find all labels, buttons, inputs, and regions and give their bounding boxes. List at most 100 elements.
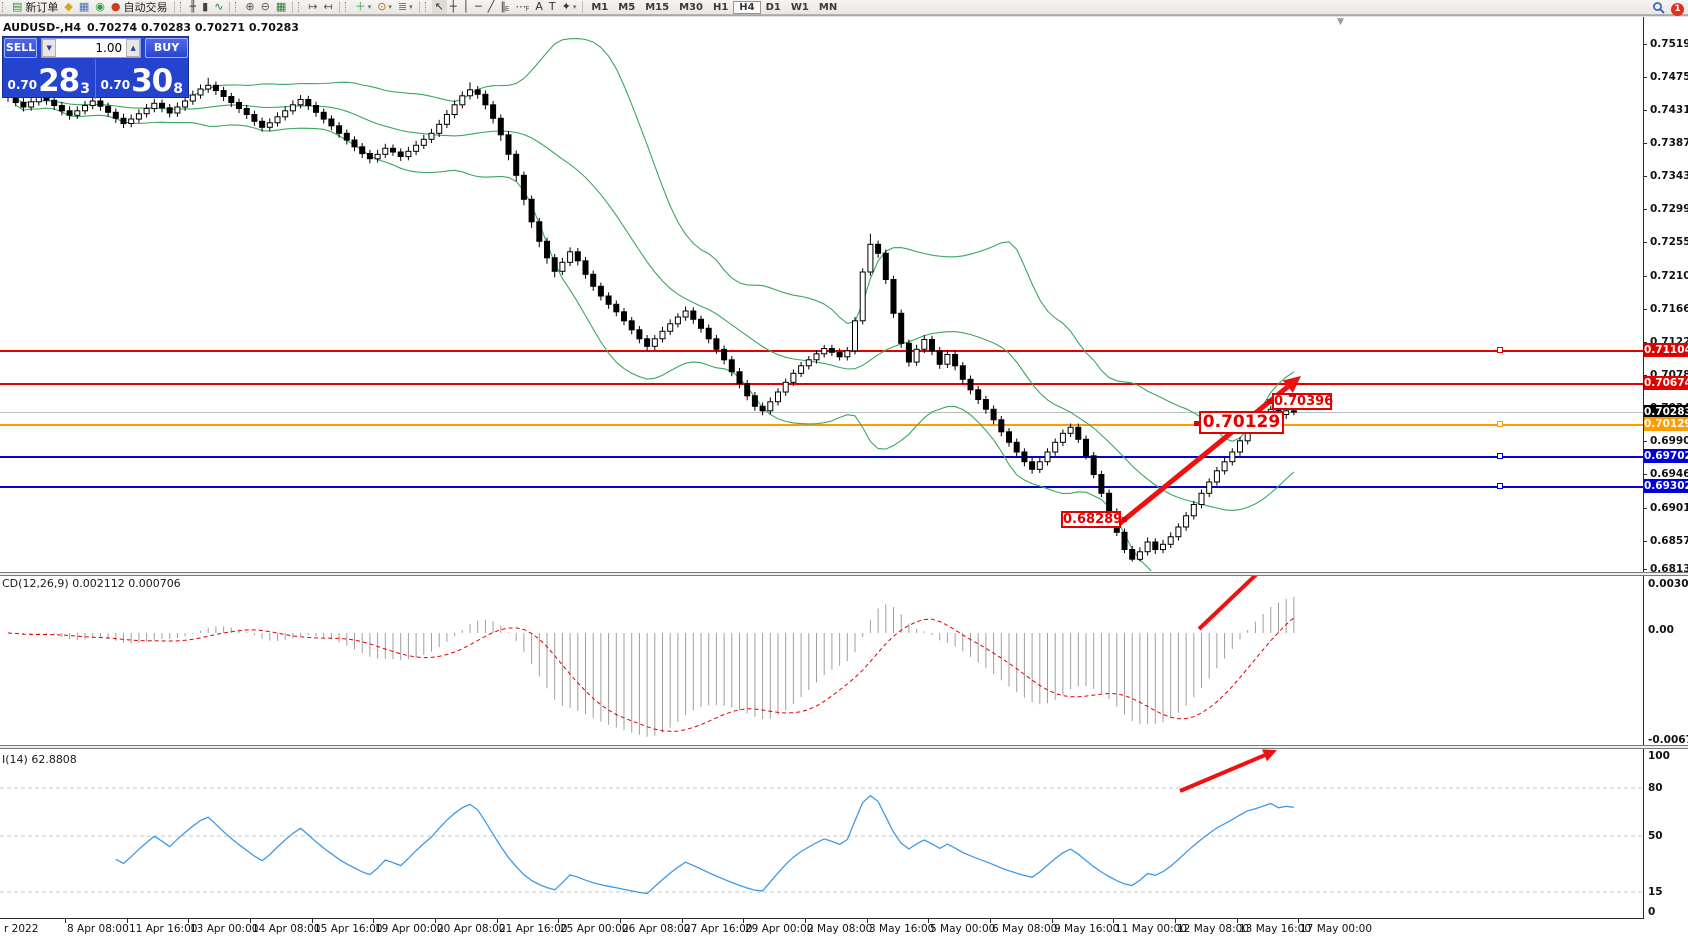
price-level-line[interactable] [0,456,1643,458]
time-axis-label[interactable]: 8 Apr 08:00 [67,923,129,935]
bar-chart-button[interactable]: ╫ [187,0,200,14]
trendline-button[interactable]: ╱ [485,0,498,14]
price-level-line[interactable] [0,424,1643,426]
trend-arrow[interactable] [1197,576,1271,631]
time-axis-label[interactable]: 27 Apr 16:00 [684,923,753,935]
line-handle[interactable] [1497,421,1503,427]
sell-button[interactable]: SELL [4,38,38,58]
dropdown-arrow-icon[interactable]: ▾ [388,3,392,11]
timeframe-button-m15[interactable]: M15 [645,1,670,13]
time-axis-label[interactable]: r 2022 [4,923,39,935]
zoom-out-button[interactable]: ⊖ [258,0,273,14]
price-label-box[interactable]: 0.70396 [1272,393,1334,410]
crosshair-button[interactable]: ┼ [447,0,460,14]
styles-button[interactable]: ◆ [61,0,75,14]
price-label-box[interactable]: 0.68289 [1061,511,1123,528]
time-axis-label[interactable]: 5 May 00:00 [930,923,996,935]
price-level-line[interactable] [0,412,1643,413]
chart-window-button[interactable]: ▦ [76,0,92,14]
line-handle[interactable] [1497,453,1503,459]
price-chart-surface[interactable] [0,17,1643,571]
new-order-button[interactable]: ▤ 新订单 [9,0,61,14]
timeframe-button-h4[interactable]: H4 [733,0,761,14]
time-axis-label[interactable]: 13 May 16:00 [1239,923,1312,935]
rsi-pane-surface[interactable] [0,749,1643,918]
chart-window[interactable]: AUDUSD-,H4 0.70274 0.70283 0.70271 0.7028… [0,17,1688,936]
volume-decrease-button[interactable]: ▼ [42,39,57,57]
trend-arrow[interactable] [1179,753,1266,793]
channel-button[interactable]: ∥ E [497,0,512,14]
add-indicator-button[interactable]: ＋ ▾ [352,0,375,14]
time-axis-label[interactable]: 3 May 16:00 [869,923,935,935]
dropdown-arrow-icon[interactable]: ▾ [367,3,372,11]
label-button[interactable]: T [546,0,559,14]
candlestick-chart-button[interactable]: ▮ [199,0,211,14]
vertical-line-button[interactable]: │ [460,0,473,14]
volume-increase-button[interactable]: ▲ [126,39,141,57]
timeframe-button-h1[interactable]: H1 [712,1,729,13]
search-icon[interactable] [1652,1,1665,17]
time-axis-label[interactable]: 21 Apr 16:00 [499,923,568,935]
time-axis-label[interactable]: 6 May 08:00 [992,923,1058,935]
time-axis-label[interactable]: 20 Apr 08:00 [437,923,506,935]
buy-button[interactable]: BUY [145,38,188,58]
bid-price[interactable]: 0.70 28 3 [3,59,96,99]
macd-pane-surface[interactable] [0,576,1643,745]
timeframe-button-m5[interactable]: M5 [618,1,636,13]
ask-price[interactable]: 0.70 30 8 [96,59,189,99]
fibonacci-button[interactable]: ⋯ F [512,0,532,14]
price-level-line[interactable] [0,383,1643,385]
line-chart-button[interactable]: ∿ [211,0,226,14]
arrows-button[interactable]: ✦ ▾ [559,0,580,14]
rsi-pane-splitter[interactable] [0,745,1688,749]
timeframe-button-m30[interactable]: M30 [679,1,703,13]
volume-input[interactable] [56,39,127,57]
time-axis-label[interactable]: 15 Apr 16:00 [314,923,383,935]
horizontal-line-button[interactable]: ─ [472,0,485,14]
timeframe-button-m1[interactable]: M1 [591,1,609,13]
auto-scroll-button[interactable]: ↦ [305,0,320,14]
time-axis-label[interactable]: 12 May 08:00 [1177,923,1250,935]
price-level-line[interactable] [0,486,1643,488]
time-axis-label[interactable]: 11 May 00:00 [1115,923,1188,935]
time-axis-label[interactable]: 29 Apr 00:00 [745,923,814,935]
dropdown-arrow-icon[interactable]: ▾ [409,3,413,11]
line-handle[interactable] [1497,483,1503,489]
cursor-button[interactable]: ↖ [431,0,447,14]
time-axis-label[interactable]: 14 Apr 08:00 [252,923,321,935]
autotrading-button[interactable]: ● 自动交易 [108,0,171,14]
signal-button[interactable]: ◉ [92,0,108,14]
timeframe-button-mn[interactable]: MN [818,1,838,13]
time-axis-label[interactable]: 11 Apr 16:00 [129,923,198,935]
chart-shift-button[interactable]: ↤ [320,0,335,14]
chevron-down-icon[interactable]: ▼ [1337,17,1344,27]
macd-pane-splitter[interactable] [0,572,1688,576]
notification-badge[interactable]: 1 [1671,2,1684,16]
timeframe-button-d1[interactable]: D1 [765,1,781,13]
tile-windows-button[interactable]: ▦ [273,0,289,14]
time-axis-label[interactable]: 9 May 16:00 [1054,923,1120,935]
template-button[interactable]: ≣ ▾ [395,0,416,14]
timeframe-button-w1[interactable]: W1 [790,1,809,13]
time-axis-label[interactable]: 13 Apr 00:00 [190,923,259,935]
period-button[interactable]: ⊙ ▾ [374,0,395,14]
dropdown-arrow-icon[interactable]: ▾ [572,3,577,11]
time-axis-label[interactable]: 26 Apr 08:00 [622,923,691,935]
time-axis-label[interactable]: 19 Apr 00:00 [375,923,444,935]
line-handle[interactable] [1497,347,1503,353]
zoom-in-button[interactable]: ⊕ [242,0,257,14]
price-label-box[interactable]: 0.70129 [1199,411,1284,434]
